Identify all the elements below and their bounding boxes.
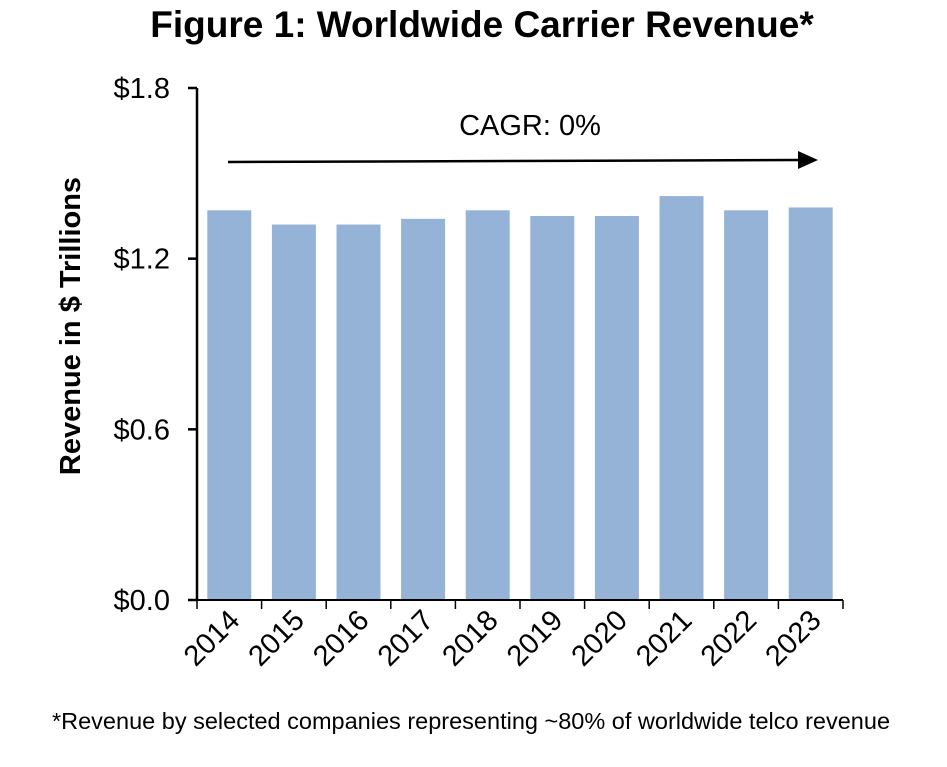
bar-2014 [207, 210, 252, 601]
annotation-group: CAGR: 0% [227, 110, 818, 169]
x-tick-label: 2016 [307, 604, 375, 672]
bar-2020 [594, 216, 639, 600]
cagr-arrow-head-icon [798, 151, 818, 169]
footnote: *Revenue by selected companies represent… [52, 708, 891, 734]
cagr-arrow-line [227, 158, 801, 164]
y-tick-label: $1.2 [114, 244, 170, 276]
bar-2019 [530, 216, 575, 600]
cagr-annotation: CAGR: 0% [459, 110, 601, 142]
x-tick-label: 2020 [566, 604, 634, 672]
y-tick-label: $1.8 [114, 73, 170, 105]
bar-2018 [465, 210, 510, 601]
x-tick-label: 2019 [501, 604, 569, 672]
y-axis-label: Revenue in $ Trillions [55, 177, 87, 475]
x-tick-label: 2023 [759, 604, 827, 672]
x-tick-label: 2021 [630, 604, 698, 672]
y-ticks-group: $0.0 $0.6 $1.2 $1.8 [114, 73, 197, 617]
bar-2017 [401, 218, 446, 600]
x-tick-label: 2015 [243, 604, 311, 672]
x-tick-label: 2022 [695, 604, 763, 672]
x-tick-label: 2014 [178, 604, 246, 672]
chart-title: Figure 1: Worldwide Carrier Revenue* [150, 4, 814, 45]
x-tick-label: 2018 [436, 604, 504, 672]
x-tick-label: 2017 [372, 604, 440, 672]
bar-2016 [336, 224, 381, 601]
bar-2021 [659, 196, 704, 601]
bar-2023 [788, 207, 833, 600]
bars-group [207, 196, 833, 601]
y-tick-label: $0.0 [114, 585, 170, 617]
bar-2022 [724, 210, 769, 601]
bar-2015 [271, 224, 316, 601]
y-tick-label: $0.6 [114, 414, 170, 446]
